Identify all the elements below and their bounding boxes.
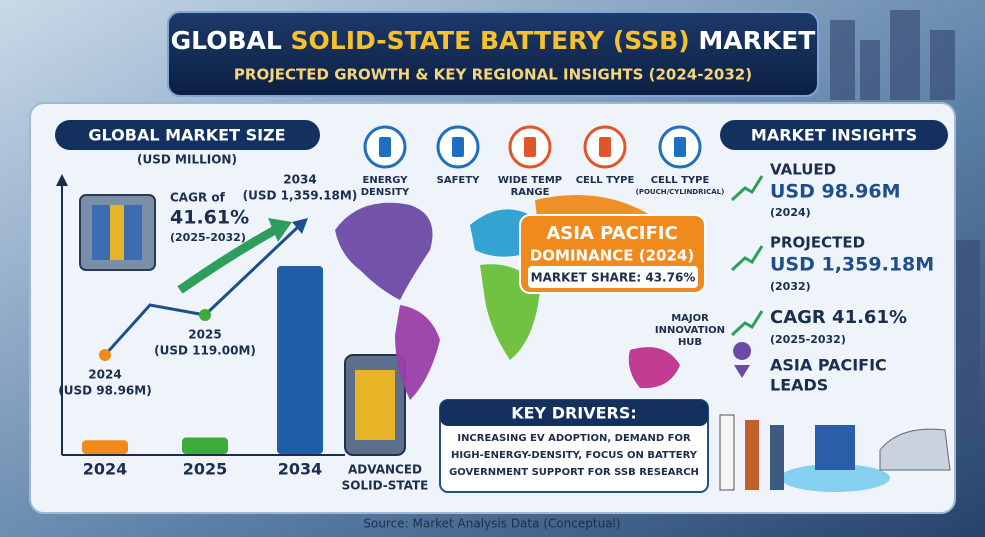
feature-label: CELL TYPE [651,175,710,186]
feature-label: ENERGY [363,175,409,186]
cagr-period: (2025-2032) [170,231,246,244]
battery-illustration [79,194,156,271]
title-banner [167,11,819,97]
product-label: SOLID-STATE [342,479,429,493]
cagr-value: 41.61% [170,207,249,229]
title: GLOBAL SOLID-STATE BATTERY (SSB) MARKET [171,26,816,55]
insight-label: CAGR 41.61% [770,307,907,328]
hub-label: INNOVATION [655,325,725,336]
insight-value: USD 98.96M [770,181,901,203]
insight-icons [730,175,764,337]
section-header [55,120,320,150]
title-part: MARKET [690,26,816,55]
value-label-year: 2024 [88,368,121,382]
pin-icon [733,342,752,378]
driver-line: GOVERNMENT SUPPORT FOR SSB RESEARCH [449,467,699,478]
insight-value: USD 1,359.18M [770,254,934,276]
growth-arrowhead [268,218,292,242]
value-label: (USD 98.96M) [58,384,151,398]
feature-label: (POUCH/CYLINDRICAL) [636,188,725,196]
product-label: ADVANCED [348,463,422,477]
region-title: ASIA PACIFIC [546,223,677,244]
bar [277,266,323,454]
hub-label: HUB [678,337,702,348]
region-sub: DOMINANCE (2024) [530,247,694,265]
trend-arrowhead [292,218,308,234]
feature-glyph [379,137,391,157]
axis-arrowhead [56,174,68,186]
insight-period: (2032) [770,280,811,293]
feature-label: SAFETY [437,175,480,186]
insight-period: (2025-2032) [770,333,846,346]
feature-label: WIDE TEMP [498,175,562,186]
value-label-year: 2034 [283,173,316,187]
hub-label: MAJOR [671,313,709,324]
title-part: GLOBAL [171,26,291,55]
feature-glyph [599,137,611,157]
insights-title: MARKET INSIGHTS [751,126,917,145]
value-label-year: 2025 [188,328,221,342]
bar [82,440,128,454]
trend-line [103,223,302,357]
x-tick-label: 2025 [183,460,228,479]
chart-title: GLOBAL MARKET SIZE [88,126,285,145]
drivers-header [440,400,708,426]
feature-label: RANGE [511,187,550,198]
feature-label: DENSITY [361,187,410,198]
trend-dot [99,349,111,361]
cagr-label: CAGR of [170,191,226,205]
lab-illustration [719,414,951,492]
market-share: MARKET SHARE: 43.76% [531,271,696,285]
chart-subtitle: (USD MILLION) [137,153,237,167]
feature-glyph [452,137,464,157]
insight-label: LEADS [770,376,828,395]
feature-label: CELL TYPE [576,175,635,186]
driver-line: INCREASING EV ADOPTION, DEMAND FOR [457,433,691,444]
bar [182,437,228,454]
insight-label: PROJECTED [770,234,865,252]
growth-arrow [177,226,278,294]
insight-label: ASIA PACIFIC [770,356,887,375]
value-label: (USD 1,359.18M) [243,189,358,203]
feature-glyph [674,137,686,157]
section-header [720,120,948,150]
x-tick-label: 2024 [83,460,128,479]
x-tick-label: 2034 [278,460,323,479]
subtitle: PROJECTED GROWTH & KEY REGIONAL INSIGHTS… [234,66,752,84]
drivers-title: KEY DRIVERS: [511,404,637,423]
title-part: SOLID-STATE BATTERY (SSB) [291,26,690,55]
ssb-cell [344,354,406,456]
insight-period: (2024) [770,206,811,219]
source-note: Source: Market Analysis Data (Conceptual… [363,517,620,531]
value-label: (USD 119.00M) [154,344,256,358]
share-box [528,266,698,288]
bar-group: 2024 2024 (USD 98.96M) 2025 2025 (USD 119.00M… [58,173,357,479]
trend-dot [199,309,211,321]
insight-label: VALUED [770,161,836,179]
feature-glyph [524,137,536,157]
driver-line: HIGH-ENERGY-DENSITY, FOCUS ON BATTERY [451,450,698,461]
